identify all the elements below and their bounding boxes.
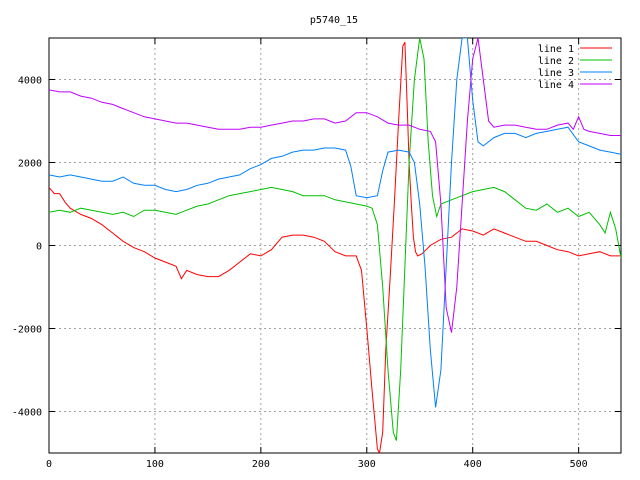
x-tick-label: 100 — [146, 459, 164, 470]
y-tick-label: 4000 — [18, 76, 42, 87]
chart-title: p5740_15 — [310, 15, 358, 26]
y-tick-label: 0 — [36, 242, 42, 253]
x-tick-label: 200 — [252, 459, 270, 470]
x-tick-label: 300 — [358, 459, 376, 470]
series-line-2 — [49, 38, 621, 441]
axis-ticks: 0 100 200 300 400 500 -4000 -2000 0 2000 4000 — [12, 38, 621, 470]
x-tick-label: 500 — [570, 459, 588, 470]
x-tick-label: 0 — [46, 459, 52, 470]
legend-label-1: line 1 — [538, 44, 574, 55]
legend-label-4: line 4 — [538, 80, 574, 91]
series-group — [49, 38, 621, 453]
y-tick-label: -2000 — [12, 325, 42, 336]
grid — [49, 38, 621, 453]
x-tick-label: 400 — [464, 459, 482, 470]
legend-label-3: line 3 — [538, 68, 574, 79]
y-tick-label: 2000 — [18, 159, 42, 170]
y-tick-label: -4000 — [12, 408, 42, 419]
series-line-4 — [49, 38, 621, 333]
series-line-1 — [49, 41, 621, 453]
legend-label-2: line 2 — [538, 56, 574, 67]
series-line-3 — [49, 38, 621, 408]
